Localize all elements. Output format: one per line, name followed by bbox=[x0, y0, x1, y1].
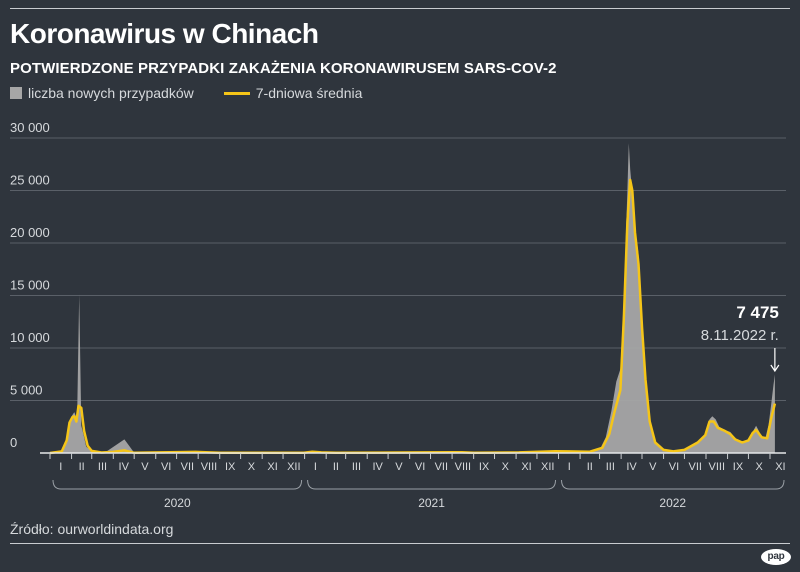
month-label: XI bbox=[267, 461, 277, 473]
annotation-arrow-icon bbox=[770, 348, 780, 373]
month-label: X bbox=[756, 461, 764, 473]
month-label: V bbox=[649, 461, 657, 473]
month-label: IX bbox=[479, 461, 490, 473]
annotation-value: 7 475 bbox=[736, 303, 779, 322]
month-label: X bbox=[502, 461, 510, 473]
month-label: III bbox=[98, 461, 107, 473]
grid-lines bbox=[10, 137, 786, 401]
top-divider bbox=[10, 8, 790, 9]
month-label: XII bbox=[287, 461, 300, 473]
month-label: XII bbox=[541, 461, 554, 473]
month-label: VIII bbox=[709, 461, 726, 473]
month-label: VI bbox=[161, 461, 171, 473]
month-label: V bbox=[141, 461, 149, 473]
year-bracket bbox=[52, 479, 303, 490]
year-label: 2021 bbox=[418, 496, 445, 510]
year-label: 2022 bbox=[659, 496, 686, 510]
source-note: Źródło: ourworldindata.org bbox=[10, 521, 174, 537]
month-label: I bbox=[314, 461, 317, 473]
legend-line-swatch bbox=[223, 91, 250, 95]
year-bracket bbox=[561, 479, 785, 490]
y-tick-label: 0 bbox=[10, 435, 17, 450]
legend-line-label: 7-dniowa średnia bbox=[255, 85, 363, 101]
month-label: I bbox=[59, 461, 62, 473]
month-label: VII bbox=[435, 461, 448, 473]
month-label: II bbox=[79, 461, 85, 473]
annotation-date: 8.11.2022 r. bbox=[701, 327, 779, 344]
month-label: X bbox=[248, 461, 256, 473]
y-tick-label: 10 000 bbox=[10, 330, 50, 345]
month-label: V bbox=[395, 461, 403, 473]
month-label: VIII bbox=[455, 461, 472, 473]
legend: liczba nowych przypadków 7-dniowa średni… bbox=[10, 83, 362, 103]
month-label: I bbox=[568, 461, 571, 473]
pap-logo: pap bbox=[761, 549, 791, 565]
month-label: II bbox=[333, 461, 339, 473]
y-tick-label: 15 000 bbox=[10, 278, 50, 293]
month-label: XI bbox=[521, 461, 531, 473]
y-tick-label: 20 000 bbox=[10, 225, 50, 240]
daily-cases-bars bbox=[56, 143, 775, 454]
year-label: 2020 bbox=[164, 496, 191, 510]
month-label: VI bbox=[669, 461, 679, 473]
y-tick-label: 30 000 bbox=[10, 120, 50, 135]
month-label: IV bbox=[119, 461, 130, 473]
chart-title: Koronawirus w Chinach bbox=[10, 18, 319, 49]
month-label: VII bbox=[688, 461, 701, 473]
month-label: IV bbox=[372, 461, 383, 473]
latest-value-annotation: 7 475 8.11.2022 r. bbox=[701, 303, 780, 373]
legend-bars-label: liczba nowych przypadków bbox=[28, 85, 194, 101]
y-tick-label: 25 000 bbox=[10, 173, 50, 188]
month-label: III bbox=[606, 461, 615, 473]
month-label: VI bbox=[415, 461, 425, 473]
y-axis-labels: 0 5 000 10 000 15 000 20 000 25 000 30 000 bbox=[10, 120, 50, 450]
month-label: II bbox=[587, 461, 593, 473]
month-label: XI bbox=[775, 461, 785, 473]
x-axis-months: I II III IV V VI VII VIII IX X XI XII I II III IV V VI VII… bbox=[49, 453, 786, 473]
month-label: VII bbox=[181, 461, 194, 473]
year-bracket bbox=[307, 479, 557, 490]
y-tick-label: 5 000 bbox=[10, 383, 43, 398]
month-label: IV bbox=[626, 461, 637, 473]
month-label: VIII bbox=[201, 461, 218, 473]
legend-bars-swatch bbox=[10, 87, 22, 99]
bottom-divider bbox=[10, 543, 790, 544]
chart-subtitle: POTWIERDZONE PRZYPADKI ZAKAŻENIA KORONAW… bbox=[10, 60, 557, 77]
year-brackets: 2020 2021 2022 bbox=[52, 479, 785, 510]
month-label: IX bbox=[733, 461, 744, 473]
month-label: III bbox=[352, 461, 361, 473]
seven-day-average-line bbox=[49, 178, 777, 455]
month-label: IX bbox=[225, 461, 236, 473]
